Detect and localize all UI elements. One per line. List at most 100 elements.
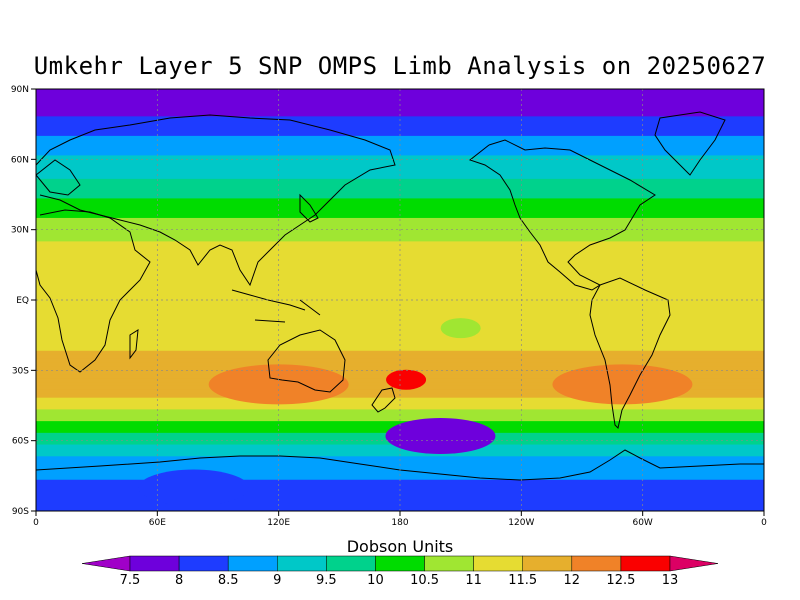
x-tick-label: 120E <box>267 518 290 528</box>
field-band <box>36 284 764 289</box>
colorbar-label: 8.5 <box>218 573 239 588</box>
field-band <box>36 456 764 461</box>
x-tick-label: 180 <box>391 518 408 528</box>
y-tick-label: 60N <box>11 155 29 165</box>
y-tick-label: 90S <box>12 507 29 517</box>
colorbar-label: 11.5 <box>508 573 537 588</box>
field-band <box>36 296 764 301</box>
field-band <box>36 495 764 500</box>
field-band <box>36 159 764 164</box>
field-band <box>36 120 764 125</box>
field-band <box>36 479 764 485</box>
colorbar-label: 9.5 <box>316 573 337 588</box>
field-band <box>36 194 764 200</box>
field-band <box>36 186 764 192</box>
x-tick-label: 0 <box>33 518 39 528</box>
field-band <box>36 311 764 317</box>
coastline-scandinavia <box>36 159 81 196</box>
x-tick-label: 0 <box>761 518 767 528</box>
field-band <box>36 214 764 219</box>
colorbar-swatch <box>375 555 425 572</box>
colorbar-swatch <box>473 555 523 572</box>
field-band <box>36 393 764 399</box>
field-band <box>36 366 764 371</box>
colorbar-swatch <box>522 555 573 572</box>
field-band <box>36 315 764 321</box>
field-band <box>36 116 764 121</box>
colorbar-label: 8 <box>175 573 183 588</box>
field-feature <box>385 417 496 454</box>
colorbar-swatch <box>571 555 622 572</box>
field-band <box>36 171 764 176</box>
field-band <box>36 460 764 465</box>
colorbar-label: 13 <box>662 573 679 588</box>
field-band <box>36 421 764 426</box>
field-band <box>36 475 764 481</box>
field-band <box>36 300 764 305</box>
field-band <box>36 280 764 285</box>
field-band <box>36 151 764 157</box>
colorbar-swatch <box>326 555 376 572</box>
y-tick-label: EQ <box>16 296 29 306</box>
field-band <box>36 155 764 160</box>
field-band <box>36 389 764 395</box>
coastline-japan <box>299 193 319 223</box>
colorbar-swatch <box>178 555 229 572</box>
field-band <box>36 260 764 266</box>
field-band <box>36 229 764 235</box>
colorbar-swatch <box>227 555 278 572</box>
field-band <box>36 350 764 356</box>
field-band <box>36 319 764 325</box>
field-features <box>138 318 693 506</box>
field-band <box>36 245 764 250</box>
x-tick-label: 120W <box>508 518 534 528</box>
colorbar-label: 7.5 <box>120 573 141 588</box>
chart-title: Umkehr Layer 5 SNP OMPS Limb Analysis on… <box>33 52 767 80</box>
field-band <box>36 174 764 180</box>
field-feature <box>440 318 481 339</box>
colorbar-min-arrow <box>81 555 131 572</box>
field-band <box>36 499 764 504</box>
x-tick-label: 60E <box>149 518 166 528</box>
coastline-africa <box>36 209 151 373</box>
y-tick-label: 60S <box>12 437 29 447</box>
field-band <box>36 303 764 309</box>
field-band <box>36 135 764 141</box>
field-band <box>36 124 764 129</box>
field-band <box>36 104 764 110</box>
coastline-north-america <box>468 139 656 291</box>
coastline-madagascar <box>129 329 139 360</box>
colorbar-label: 12 <box>564 573 581 588</box>
field-band <box>36 339 764 344</box>
y-tick-label: 30N <box>11 226 29 236</box>
colorbar-label: 11 <box>465 573 482 588</box>
field-band <box>36 264 764 270</box>
field-band <box>36 276 764 282</box>
coastline-antarctica <box>36 449 764 481</box>
colorbar-swatch <box>620 555 671 572</box>
field-feature <box>386 369 427 390</box>
colorbar-label: 9 <box>273 573 281 588</box>
coastline-greenland <box>654 111 726 176</box>
field-band <box>36 401 764 407</box>
field-band <box>36 409 764 414</box>
field-band <box>36 139 764 145</box>
field-band <box>36 241 764 246</box>
field-feature <box>138 469 249 506</box>
field-band <box>36 225 764 231</box>
field-band <box>36 331 764 336</box>
field-band <box>36 464 764 469</box>
colorbar-label: 10.5 <box>410 573 439 588</box>
x-tick-label: 60W <box>632 518 652 528</box>
field-band <box>36 354 764 360</box>
colorbar-swatch <box>424 555 474 572</box>
field-band <box>36 249 764 254</box>
colorbar-title: Dobson Units <box>346 537 454 556</box>
map-plot: 0 60E 120E 180 120W 60W 0 90N 60N 30N EQ 30S 60S 90S <box>11 85 767 528</box>
field-band <box>36 190 764 196</box>
colorbar-swatch <box>129 555 180 572</box>
colorbar-max-arrow <box>669 555 719 572</box>
colorbar-label: 10 <box>367 573 384 588</box>
axis-ticks: 0 60E 120E 180 120W 60W 0 90N 60N 30N EQ 30S 60S 90S <box>11 85 767 528</box>
